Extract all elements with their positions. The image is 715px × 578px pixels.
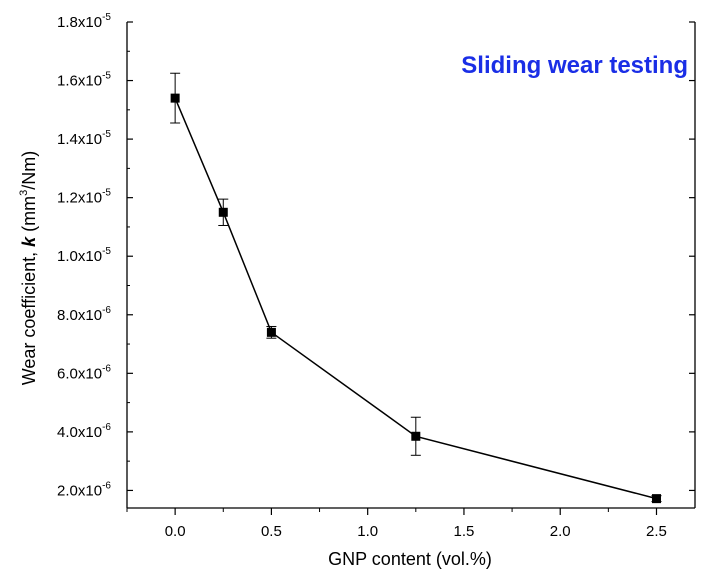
y-tick-label: 6.0x10-6 [57, 363, 111, 382]
x-tick-label: 2.0 [550, 523, 571, 540]
y-axis-title-k: k [19, 236, 39, 247]
y-tick-label: 8.0x10-6 [57, 305, 111, 324]
x-tick-label: 2.5 [646, 523, 667, 540]
x-tick-label: 0.0 [165, 523, 186, 540]
x-tick-label: 1.0 [357, 523, 378, 540]
y-tick-label: 1.4x10-5 [57, 129, 111, 148]
data-point [170, 93, 180, 103]
y-tick-label: 1.6x10-5 [57, 71, 111, 90]
chart-annotation: Sliding wear testing [461, 52, 688, 79]
data-marks [170, 72, 662, 504]
y-tick-label: 1.0x10-5 [57, 246, 111, 265]
y-tick-label: 1.8x10-5 [57, 12, 111, 31]
y-tick-label: 2.0x10-6 [57, 480, 111, 499]
y-axis-title-part-1: Wear coefficient, [19, 247, 39, 385]
y-axis-title: Wear coefficient, k (mm3/Nm) [18, 151, 39, 386]
y-axis-title-part-3: (mm [19, 196, 39, 237]
data-point [218, 207, 228, 217]
x-tick-label: 0.5 [261, 523, 282, 540]
y-axis-title-exp: 3 [18, 190, 30, 196]
x-axis-title: GNP content (vol.%) [328, 549, 492, 569]
x-tick-label: 1.5 [454, 523, 475, 540]
data-point [651, 494, 661, 504]
y-axis-title-part-5: /Nm) [19, 151, 39, 190]
y-tick-label: 1.2x10-5 [57, 188, 111, 207]
data-point [411, 431, 421, 441]
y-tick-label: 4.0x10-6 [57, 422, 111, 441]
axes: 2.0x10-6 4.0x10-6 6.0x10-6 8.0x10-6 1.0x10-5… [57, 12, 696, 540]
data-point [266, 327, 276, 337]
